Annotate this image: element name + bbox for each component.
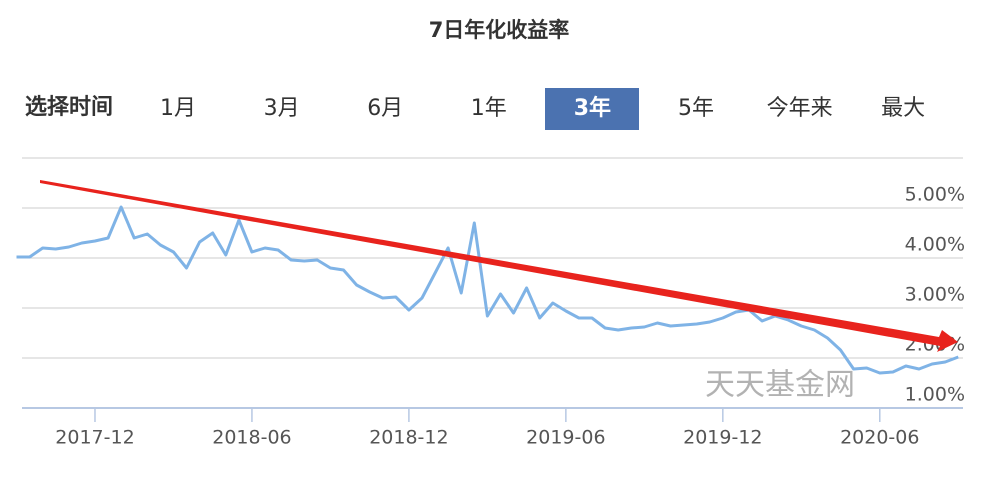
y-tick-label: 4.00% <box>905 234 965 256</box>
x-tick-label: 2018-12 <box>369 427 448 449</box>
range-tab[interactable]: 3月 <box>263 96 300 121</box>
range-tab[interactable]: 5年 <box>678 96 714 121</box>
x-tick-label: 2019-06 <box>526 427 605 449</box>
range-tab[interactable]: 今年来 <box>766 96 833 121</box>
range-tab[interactable]: 3年 <box>545 88 640 130</box>
range-label: 选择时间 <box>25 94 113 120</box>
range-tab[interactable]: 1年 <box>470 96 507 121</box>
y-tick-label: 1.00% <box>905 384 965 406</box>
y-tick-label: 3.00% <box>905 284 965 306</box>
x-tick-label: 2020-06 <box>840 427 919 449</box>
watermark: 天天基金网 <box>705 368 855 403</box>
range-tab[interactable]: 1月 <box>160 96 196 121</box>
x-tick-label: 2017-12 <box>55 427 134 449</box>
trend-arrow <box>40 180 958 352</box>
range-tab[interactable]: 6月 <box>367 96 404 121</box>
chart-title: 7日年化收益率 <box>429 18 570 42</box>
y-tick-label: 5.00% <box>905 184 965 206</box>
range-tab[interactable]: 最大 <box>881 96 926 121</box>
series-line <box>16 205 959 375</box>
x-tick-label: 2019-12 <box>683 427 762 449</box>
x-tick-label: 2018-06 <box>212 427 291 449</box>
